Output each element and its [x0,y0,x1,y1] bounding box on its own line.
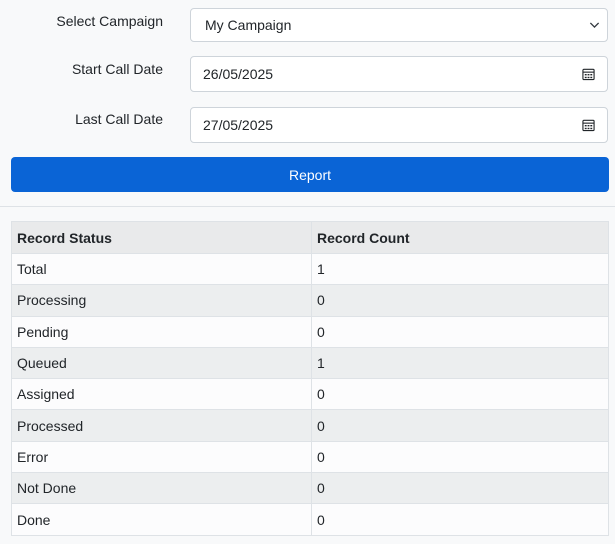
status-cell: Total [11,252,312,286]
last-date-label: Last Call Date [75,111,163,127]
count-cell: 1 [311,252,609,286]
header-record-count: Record Count [311,221,609,254]
table-row: Queued 1 [11,346,609,380]
record-status-table: Record Status Record Count Total 1 Proce… [11,221,609,536]
start-date-input[interactable]: 26/05/2025 [190,56,608,92]
last-date-value: 27/05/2025 [203,117,274,133]
status-cell: Processing [11,284,312,317]
count-cell: 0 [311,472,609,505]
header-record-status: Record Status [11,221,312,254]
status-cell: Error [11,440,312,474]
status-cell: Assigned [11,378,312,411]
count-cell: 0 [311,378,609,411]
count-cell: 1 [311,346,609,380]
table-row: Not Done 0 [11,472,609,505]
status-cell: Queued [11,346,312,380]
report-button[interactable]: Report [11,157,609,192]
count-cell: 0 [311,503,609,536]
calendar-icon[interactable] [582,119,595,132]
count-cell: 0 [311,409,609,442]
table-row: Processing 0 [11,284,609,317]
campaign-select-value: My Campaign [205,17,292,33]
count-cell: 0 [311,284,609,317]
table-row: Pending 0 [11,315,609,348]
start-date-label: Start Call Date [71,61,163,77]
divider [0,206,615,207]
table-row: Error 0 [11,440,609,474]
calendar-icon[interactable] [582,68,595,81]
table-row: Done 0 [11,503,609,536]
status-cell: Done [11,503,312,536]
table-row: Processed 0 [11,409,609,442]
count-cell: 0 [311,315,609,348]
last-date-input[interactable]: 27/05/2025 [190,107,608,143]
status-cell: Pending [11,315,312,348]
start-date-value: 26/05/2025 [203,66,274,82]
table-header-row: Record Status Record Count [11,221,609,254]
status-cell: Not Done [11,472,312,505]
table-row: Total 1 [11,252,609,286]
count-cell: 0 [311,440,609,474]
campaign-label: Select Campaign [56,13,163,29]
table-row: Assigned 0 [11,378,609,411]
campaign-select[interactable]: My Campaign [190,8,608,42]
status-cell: Processed [11,409,312,442]
chevron-down-icon [589,22,600,29]
